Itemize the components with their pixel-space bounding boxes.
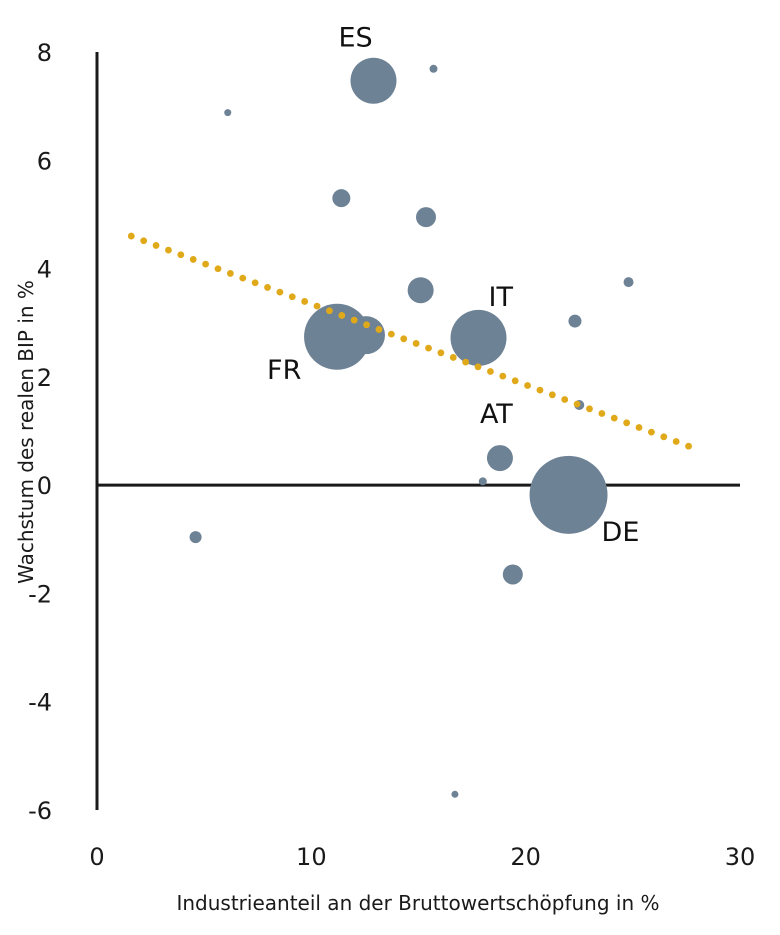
x-tick-labels: 0 10 20 30 <box>89 843 755 871</box>
trendline-dot <box>474 363 482 371</box>
trendline-dot <box>524 382 531 389</box>
trendline-dot <box>239 274 247 282</box>
trendline-dot <box>189 256 197 263</box>
trendline-dot <box>511 377 519 385</box>
trendline-dot <box>561 396 569 403</box>
trendline <box>127 232 692 450</box>
trendline-dot <box>400 335 408 343</box>
trendline-dot <box>140 237 148 245</box>
trendline-dot <box>548 391 556 399</box>
trendline-dot <box>375 326 383 333</box>
y-tick-label: 8 <box>37 39 52 67</box>
y-tick-label: 6 <box>37 147 52 175</box>
country-labels: ES FR IT AT DE <box>267 23 639 548</box>
trendline-dot <box>288 293 296 301</box>
x-tick-label: 20 <box>510 843 541 871</box>
trendline-dot <box>412 340 420 347</box>
trendline-dot <box>672 438 680 445</box>
bubble <box>416 207 437 228</box>
bubble-at <box>486 445 513 472</box>
y-tick-label: -2 <box>28 580 52 608</box>
bubble-it <box>450 309 507 366</box>
trendline-dot <box>586 405 593 413</box>
trendline-dot <box>251 279 259 287</box>
country-label-de: DE <box>602 517 640 548</box>
country-label-es: ES <box>338 23 372 54</box>
trendline-dot <box>152 242 160 249</box>
y-tick-label: -6 <box>28 797 52 825</box>
trendline-dot <box>338 312 346 319</box>
trendline-dot <box>487 368 494 375</box>
trendline-dot <box>214 265 222 273</box>
trendline-dot <box>598 410 606 417</box>
trendline-dot <box>425 344 432 352</box>
trendline-dot <box>623 419 631 427</box>
trendline-dot <box>660 433 668 441</box>
y-tick-label: 0 <box>37 472 52 500</box>
bubble <box>623 277 634 288</box>
bubble <box>224 109 232 117</box>
trendline-dot <box>685 442 692 450</box>
y-axis-title: Wachstum des realen BIP in % <box>14 280 38 584</box>
y-tick-label: 2 <box>37 364 52 392</box>
country-label-at: AT <box>480 399 513 430</box>
trendline-dot <box>276 288 284 296</box>
bubble-de <box>529 455 608 534</box>
trendline-dot <box>573 400 581 408</box>
bubble <box>429 64 438 73</box>
bubble <box>451 790 459 798</box>
x-tick-label: 30 <box>725 843 756 871</box>
bubble <box>568 314 582 328</box>
bubble <box>189 531 202 544</box>
trendline-dot <box>202 260 209 268</box>
bubble <box>332 189 351 208</box>
trendline-dot <box>499 372 507 380</box>
y-tick-labels: 8 6 4 2 0 -2 -4 -6 <box>28 39 52 825</box>
trendline-dot <box>313 302 321 310</box>
bubbles <box>189 57 634 798</box>
bubble <box>407 277 434 304</box>
trendline-dot <box>226 270 234 277</box>
trendline-dot <box>264 284 271 291</box>
trendline-dot <box>387 330 395 338</box>
trendline-dot <box>165 246 172 254</box>
trendline-dot <box>437 349 445 357</box>
x-axis-title: Industrieanteil an der Bruttowertschöpfu… <box>176 891 659 915</box>
trendline-dot <box>648 428 655 436</box>
trendline-dot <box>127 232 135 240</box>
country-label-it: IT <box>489 282 514 313</box>
bubble <box>478 477 487 486</box>
bubble <box>502 564 523 585</box>
trendline-dot <box>177 251 185 259</box>
trendline-dot <box>449 354 457 361</box>
trendline-dot <box>635 424 643 431</box>
y-tick-label: 4 <box>37 256 52 284</box>
trendline-dot <box>301 298 309 305</box>
x-tick-label: 0 <box>89 843 104 871</box>
bubble-fr <box>304 303 371 370</box>
y-tick-label: -4 <box>28 689 52 717</box>
bubble-es <box>350 57 397 104</box>
trendline-dot <box>536 386 544 394</box>
trendline-dot <box>363 321 370 329</box>
trendline-dot <box>326 307 333 315</box>
trendline-dot <box>610 414 618 422</box>
trendline-dot <box>350 316 358 324</box>
axes <box>95 52 740 810</box>
x-tick-label: 10 <box>296 843 327 871</box>
country-label-fr: FR <box>267 355 301 386</box>
trendline-dot <box>462 358 470 366</box>
